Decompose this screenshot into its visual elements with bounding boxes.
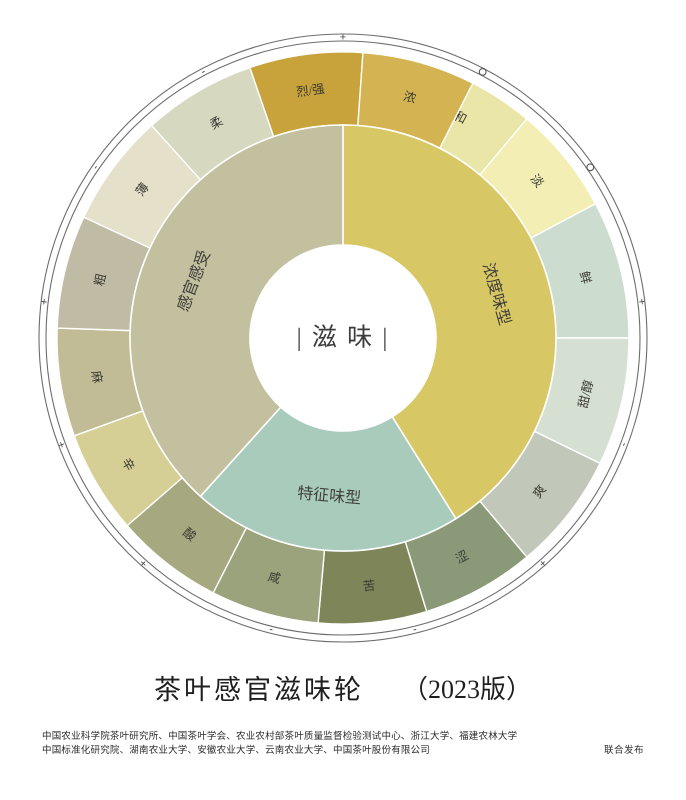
frame-tick-circle <box>586 163 595 172</box>
outer-label-nong: 浓 <box>402 89 418 106</box>
footer-block: 中国农业科学院茶叶研究所、中国茶叶学会、农业农村部茶叶质量监督检验测试中心、浙江… <box>0 730 686 758</box>
outer-label-xian2: 咸 <box>266 569 282 586</box>
footer-line-2: 中国标准化研究院、湖南农业大学、安徽农业大学、云南农业大学、中国茶叶股份有限公司 <box>42 746 431 756</box>
outer-label-ma: 麻 <box>89 370 106 385</box>
footer-line-1: 中国农业科学院茶叶研究所、中国茶叶学会、农业农村部茶叶质量监督检验测试中心、浙江… <box>42 732 518 742</box>
frame-outer-circle <box>38 33 648 643</box>
frame-tick-mark: + <box>536 556 549 569</box>
center-label: | 滋 味 | <box>297 324 390 352</box>
frame-tick-mark: + <box>55 439 69 449</box>
frame-tick-mark: - <box>618 441 631 449</box>
frame-tick-mark: - <box>268 623 275 636</box>
frame-tick-mark: - <box>411 624 418 637</box>
footer-publisher: 联合发布 <box>603 746 644 756</box>
caption-block: 茶叶感官滋味轮 （2023版） <box>0 668 686 707</box>
footer-row-1: 中国农业科学院茶叶研究所、中国茶叶学会、农业农村部茶叶质量监督检验测试中心、浙江… <box>42 730 644 744</box>
frame-tick-mark: + <box>635 298 648 306</box>
frame-tick-circle <box>478 67 487 76</box>
frame-inner-circle <box>45 40 641 636</box>
outer-label-tian-chun: 甜/醇 <box>575 378 596 409</box>
frame-tick-mark: - <box>199 66 208 78</box>
outer-label-cu: 粗 <box>92 272 109 287</box>
frame-tick-mark: + <box>340 32 346 44</box>
inner-label-characteristic: 特征味型 <box>297 484 362 508</box>
page-title: 茶叶感官滋味轮 <box>153 675 364 705</box>
frame-tick-mark: - <box>90 162 102 172</box>
outer-label-ku: 苦 <box>362 579 376 594</box>
version-label: （2023版） <box>401 675 532 704</box>
center-hub <box>250 245 436 431</box>
footer-row-2: 中国标准化研究院、湖南农业大学、安徽农业大学、云南农业大学、中国茶叶股份有限公司… <box>42 744 644 758</box>
outer-label-xian: 鲜 <box>577 270 594 286</box>
outer-label-xin: 辛 <box>119 456 137 474</box>
outer-frame <box>38 33 648 643</box>
outer-label-lie-qiang: 烈/强 <box>295 82 326 100</box>
frame-tick-mark: + <box>38 298 51 306</box>
